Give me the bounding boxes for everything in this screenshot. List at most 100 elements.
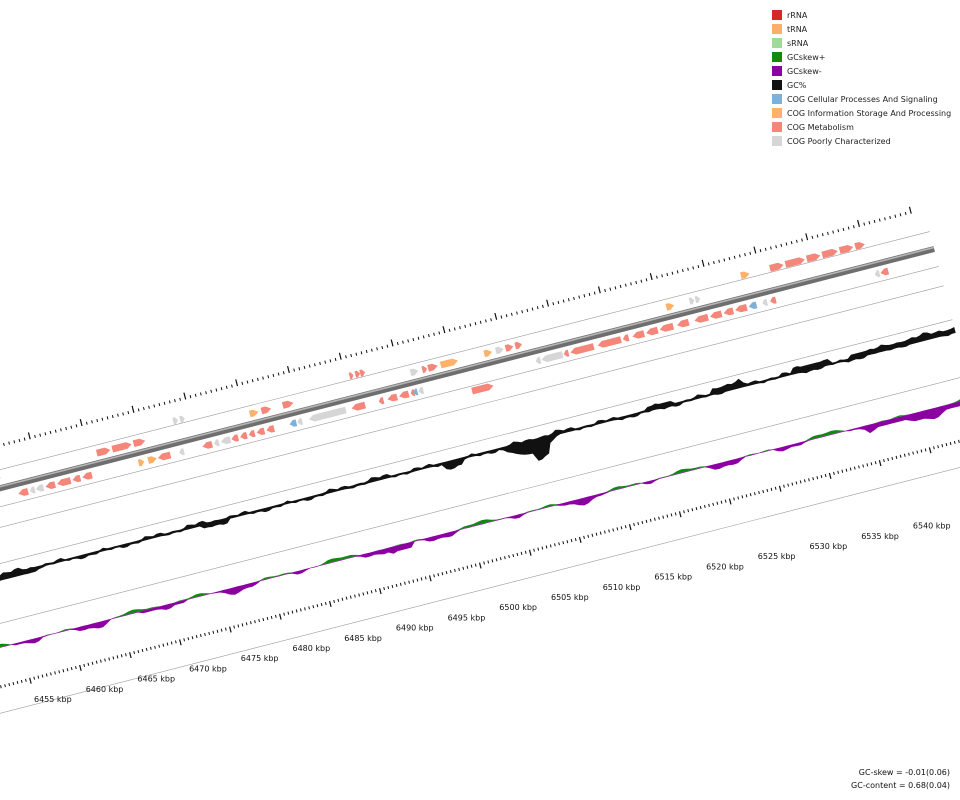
legend-label: COG Information Storage And Processing — [787, 108, 952, 118]
kbp-tick — [662, 515, 665, 519]
kbp-tick — [462, 566, 465, 570]
scale-tick — [510, 312, 513, 316]
kbp-tick — [528, 549, 532, 556]
scale-tick — [542, 304, 544, 308]
gene-arrow — [597, 336, 622, 348]
gc-skew-positive — [0, 399, 960, 648]
kbp-tick — [241, 623, 244, 627]
kbp-tick — [124, 653, 127, 657]
scale-tick — [438, 331, 441, 335]
scale-tick — [552, 302, 555, 306]
scale-tick — [194, 393, 197, 397]
kbp-tick — [229, 626, 232, 633]
kbp-tick — [570, 539, 573, 543]
kbp-tick — [370, 590, 373, 594]
kbp-tick — [295, 609, 298, 613]
scale-tick — [355, 352, 358, 356]
kbp-tick — [737, 496, 740, 500]
kbp-tick — [433, 574, 435, 578]
kbp-tick — [595, 532, 598, 536]
kbp-tick-label: 6460 kbp — [86, 685, 124, 694]
kbp-tick — [491, 559, 494, 563]
scale-tick — [262, 376, 264, 380]
kbp-tick — [270, 615, 273, 619]
kbp-tick — [399, 582, 402, 586]
kbp-tick — [428, 575, 432, 582]
kbp-tick — [37, 675, 40, 679]
scale-tick — [588, 292, 591, 297]
kbp-tick — [708, 503, 710, 507]
legend-item-trna: tRNA — [772, 22, 951, 36]
gene-arrow — [854, 242, 865, 250]
scale-tick — [65, 426, 67, 431]
scale-tick — [500, 315, 503, 319]
kbp-tick — [170, 641, 173, 645]
gene-arrow — [157, 451, 172, 461]
kbp-tick — [408, 580, 410, 584]
kbp-tick — [237, 624, 240, 628]
scale-tick — [417, 336, 420, 340]
gene-arrow — [413, 388, 419, 396]
gene-arrow — [35, 484, 45, 492]
scale-tick — [246, 380, 249, 384]
scale-tick — [785, 242, 788, 246]
kbp-tick — [883, 458, 885, 463]
scale-tick — [329, 359, 332, 363]
kbp-tick-label: 6455 kbp — [34, 695, 72, 704]
kbp-tick — [745, 494, 748, 498]
legend-item-cog-cellular: COG Cellular Processes And Signaling — [772, 92, 951, 106]
kbp-tick — [841, 469, 844, 473]
scale-tick — [122, 412, 124, 416]
scale-tick — [39, 433, 42, 437]
kbp-tick — [75, 665, 77, 670]
kbp-tick — [449, 569, 452, 574]
scale-tick — [231, 384, 233, 388]
gene-arrow — [57, 477, 72, 486]
scale-tick — [899, 213, 902, 217]
gene-arrow — [132, 438, 146, 447]
kbp-tick-label: 6480 kbp — [293, 644, 331, 653]
scale-tick — [821, 233, 824, 237]
scale-tick — [381, 345, 384, 350]
scale-tick — [479, 320, 482, 324]
gene-arrow — [359, 369, 365, 377]
scale-tick — [127, 410, 130, 415]
kbp-tick — [487, 560, 490, 564]
scale-tick — [106, 416, 109, 420]
scale-tick — [293, 368, 295, 372]
kbp-tick — [678, 511, 682, 518]
kbp-tick — [137, 649, 140, 654]
gene-arrow — [632, 330, 645, 339]
gene-arrow — [874, 270, 881, 278]
gene-arrow — [535, 356, 542, 364]
gene-arrow — [880, 267, 890, 276]
kbp-tick — [866, 463, 869, 467]
kbp-tick — [70, 667, 73, 671]
kbp-tick — [887, 457, 889, 462]
scale-tick — [546, 299, 550, 307]
kbp-tick — [516, 552, 519, 557]
kbp-tick — [920, 449, 923, 453]
kbp-tick — [341, 597, 344, 601]
kbp-tick — [541, 546, 544, 550]
scale-tick — [531, 307, 534, 311]
gene-arrow — [82, 471, 93, 480]
kbp-tick — [587, 534, 590, 538]
gene-arrow — [665, 303, 675, 311]
kbp-tick — [903, 453, 906, 457]
kbp-tick — [608, 529, 610, 533]
scale-tick — [692, 266, 695, 270]
gene-arrow — [351, 401, 366, 411]
legend-swatch-cog-information — [772, 108, 782, 118]
kbp-tick — [858, 465, 860, 469]
gene-arrow — [410, 389, 416, 397]
kbp-tick — [25, 678, 27, 682]
gene-arrow — [439, 358, 458, 369]
kbp-tick — [878, 460, 882, 467]
kbp-tick-label: 6505 kbp — [551, 593, 589, 602]
gene-arrow — [694, 313, 709, 323]
scale-tick — [801, 238, 803, 242]
kbp-tick — [945, 442, 948, 447]
scale-tick — [469, 323, 472, 327]
kbp-tick — [870, 462, 873, 466]
